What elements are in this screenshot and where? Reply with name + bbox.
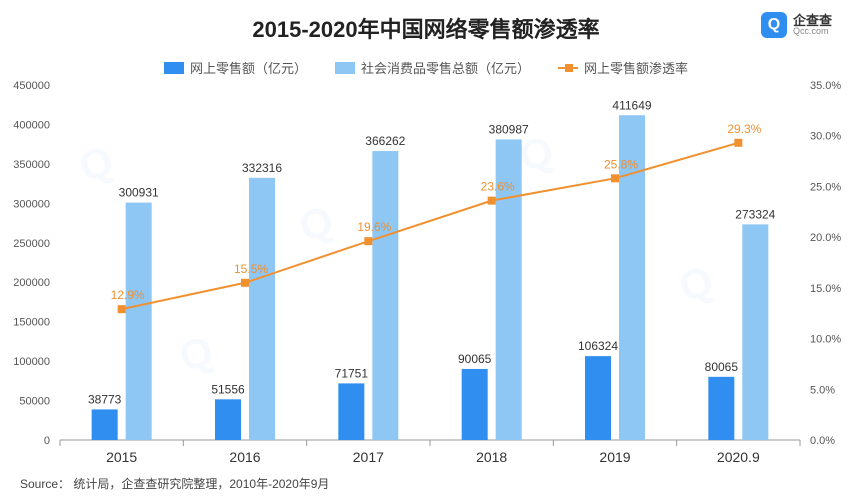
svg-text:12.9%: 12.9% (111, 288, 145, 302)
svg-text:200000: 200000 (13, 277, 50, 289)
svg-text:273324: 273324 (735, 207, 775, 221)
source-text: Source： 统计局，企查查研究院整理，2010年-2020年9月 (20, 475, 329, 492)
svg-text:366262: 366262 (365, 134, 405, 148)
svg-text:380987: 380987 (489, 122, 529, 136)
svg-text:38773: 38773 (88, 392, 122, 406)
svg-text:30.0%: 30.0% (810, 131, 841, 143)
svg-text:450000: 450000 (13, 80, 50, 92)
svg-text:150000: 150000 (13, 317, 50, 329)
svg-text:90065: 90065 (458, 352, 492, 366)
svg-text:15.0%: 15.0% (810, 283, 841, 295)
svg-text:19.6%: 19.6% (357, 220, 391, 234)
svg-text:300931: 300931 (119, 186, 159, 200)
svg-text:50000: 50000 (19, 396, 50, 408)
svg-text:332316: 332316 (242, 161, 282, 175)
svg-text:100000: 100000 (13, 356, 50, 368)
svg-text:0.0%: 0.0% (810, 435, 835, 447)
svg-text:23.6%: 23.6% (481, 180, 515, 194)
svg-text:250000: 250000 (13, 238, 50, 250)
svg-text:2015: 2015 (106, 449, 137, 465)
svg-text:25.0%: 25.0% (810, 181, 841, 193)
svg-text:10.0%: 10.0% (810, 334, 841, 346)
svg-text:29.3%: 29.3% (727, 122, 761, 136)
svg-text:400000: 400000 (13, 119, 50, 131)
svg-text:2016: 2016 (229, 449, 260, 465)
svg-text:411649: 411649 (612, 98, 651, 112)
chart-card: Q Q Q Q Q 2015-2020年中国网络零售额渗透率 Q 企查查 Qcc… (0, 0, 852, 502)
svg-text:300000: 300000 (13, 198, 50, 210)
svg-text:25.8%: 25.8% (604, 157, 638, 171)
chart-plot: 0 50000 100000 150000 200000 250000 300000 3500… (0, 0, 852, 502)
svg-text:51556: 51556 (211, 382, 245, 396)
svg-text:350000: 350000 (13, 159, 50, 171)
svg-text:2020.9: 2020.9 (717, 449, 760, 465)
svg-text:106324: 106324 (578, 339, 618, 353)
svg-text:2018: 2018 (476, 449, 507, 465)
svg-text:71751: 71751 (335, 366, 369, 380)
svg-text:0: 0 (44, 435, 50, 447)
svg-text:2017: 2017 (353, 449, 384, 465)
svg-text:20.0%: 20.0% (810, 232, 841, 244)
svg-text:2019: 2019 (599, 449, 630, 465)
svg-text:15.5%: 15.5% (234, 262, 268, 276)
svg-text:5.0%: 5.0% (810, 384, 835, 396)
svg-text:80065: 80065 (705, 360, 739, 374)
svg-text:35.0%: 35.0% (810, 80, 841, 92)
